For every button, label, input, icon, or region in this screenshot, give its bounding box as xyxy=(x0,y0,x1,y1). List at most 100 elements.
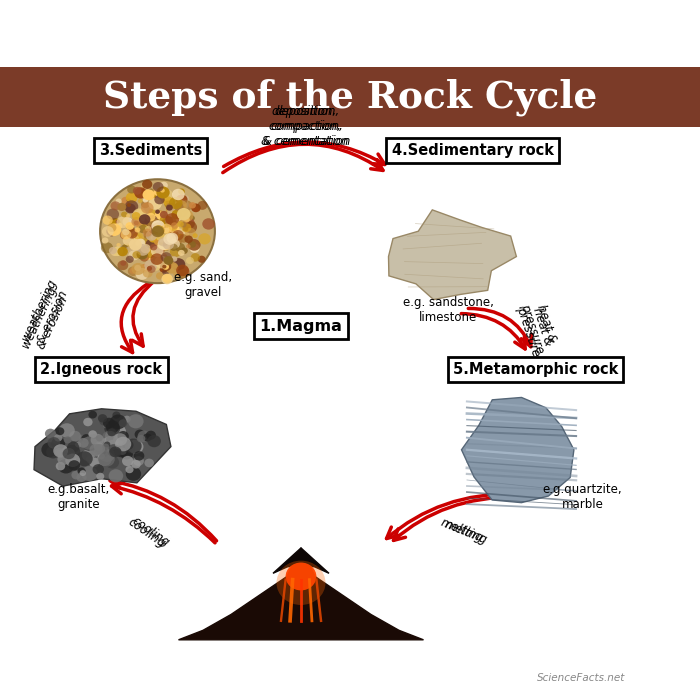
Circle shape xyxy=(120,442,135,456)
Circle shape xyxy=(116,220,120,223)
Circle shape xyxy=(81,437,96,449)
Circle shape xyxy=(179,234,188,243)
Circle shape xyxy=(105,456,119,468)
Circle shape xyxy=(176,206,188,217)
Circle shape xyxy=(158,238,164,244)
Circle shape xyxy=(150,235,155,240)
Circle shape xyxy=(98,453,105,459)
Circle shape xyxy=(139,225,148,233)
Circle shape xyxy=(118,260,128,270)
Circle shape xyxy=(118,247,128,256)
Circle shape xyxy=(147,266,152,271)
Circle shape xyxy=(171,231,178,237)
Circle shape xyxy=(182,195,189,202)
Circle shape xyxy=(160,182,168,189)
Circle shape xyxy=(146,430,156,440)
Circle shape xyxy=(90,444,103,456)
Circle shape xyxy=(186,244,190,248)
Circle shape xyxy=(141,201,150,209)
Circle shape xyxy=(153,230,159,235)
Circle shape xyxy=(162,224,175,236)
Circle shape xyxy=(140,253,149,262)
Circle shape xyxy=(189,202,196,209)
Circle shape xyxy=(97,473,104,480)
Text: deposition,
compaction,
& cementation: deposition, compaction, & cementation xyxy=(263,104,350,148)
Circle shape xyxy=(122,440,134,450)
Circle shape xyxy=(139,210,145,216)
Circle shape xyxy=(115,437,132,452)
Circle shape xyxy=(175,198,189,211)
Circle shape xyxy=(158,239,170,250)
Circle shape xyxy=(106,209,119,220)
Circle shape xyxy=(167,199,172,204)
Circle shape xyxy=(188,215,195,221)
Text: 1.Magma: 1.Magma xyxy=(260,318,342,334)
Circle shape xyxy=(175,200,187,211)
Circle shape xyxy=(165,216,173,223)
Circle shape xyxy=(69,460,80,470)
Circle shape xyxy=(151,227,164,239)
Circle shape xyxy=(58,458,74,473)
Circle shape xyxy=(156,186,169,199)
Circle shape xyxy=(154,234,162,241)
Circle shape xyxy=(134,220,139,225)
Text: melting: melting xyxy=(439,516,485,545)
Circle shape xyxy=(120,230,132,239)
Circle shape xyxy=(116,246,120,249)
Circle shape xyxy=(162,225,169,232)
Circle shape xyxy=(136,244,149,256)
Circle shape xyxy=(154,210,166,220)
Circle shape xyxy=(107,440,118,450)
Circle shape xyxy=(83,438,97,451)
Circle shape xyxy=(115,445,122,452)
Circle shape xyxy=(137,435,146,442)
Circle shape xyxy=(177,266,190,278)
Circle shape xyxy=(152,229,161,237)
Circle shape xyxy=(118,431,129,441)
Circle shape xyxy=(122,244,132,251)
Circle shape xyxy=(167,218,172,222)
Circle shape xyxy=(153,223,163,232)
Circle shape xyxy=(132,232,144,243)
Text: ScienceFacts.net: ScienceFacts.net xyxy=(537,673,625,682)
Circle shape xyxy=(134,265,141,271)
Circle shape xyxy=(152,227,158,233)
Circle shape xyxy=(85,435,99,447)
Circle shape xyxy=(150,218,162,230)
Circle shape xyxy=(162,244,170,251)
Circle shape xyxy=(166,242,173,248)
Circle shape xyxy=(166,206,175,215)
Circle shape xyxy=(178,270,188,278)
Circle shape xyxy=(116,199,122,204)
Circle shape xyxy=(133,209,146,221)
Circle shape xyxy=(106,227,117,237)
Circle shape xyxy=(152,223,160,231)
Circle shape xyxy=(155,256,169,268)
Circle shape xyxy=(178,188,185,195)
Circle shape xyxy=(160,239,172,251)
Circle shape xyxy=(159,253,167,260)
Circle shape xyxy=(165,223,170,227)
Circle shape xyxy=(148,229,154,234)
Circle shape xyxy=(56,462,65,470)
Circle shape xyxy=(133,187,141,195)
Circle shape xyxy=(181,222,187,228)
Text: e.g.basalt,
granite: e.g.basalt, granite xyxy=(48,483,109,511)
Circle shape xyxy=(202,218,215,230)
Circle shape xyxy=(148,209,155,216)
Circle shape xyxy=(120,448,133,459)
Circle shape xyxy=(132,212,141,220)
Circle shape xyxy=(122,217,133,226)
Circle shape xyxy=(127,186,136,193)
Circle shape xyxy=(126,193,137,203)
Circle shape xyxy=(141,184,147,190)
Circle shape xyxy=(90,434,104,446)
Circle shape xyxy=(116,216,130,228)
Circle shape xyxy=(113,433,127,446)
Circle shape xyxy=(165,216,176,227)
Circle shape xyxy=(155,228,162,235)
Polygon shape xyxy=(178,548,424,640)
Circle shape xyxy=(154,211,164,220)
Circle shape xyxy=(95,438,106,447)
Circle shape xyxy=(144,231,153,239)
